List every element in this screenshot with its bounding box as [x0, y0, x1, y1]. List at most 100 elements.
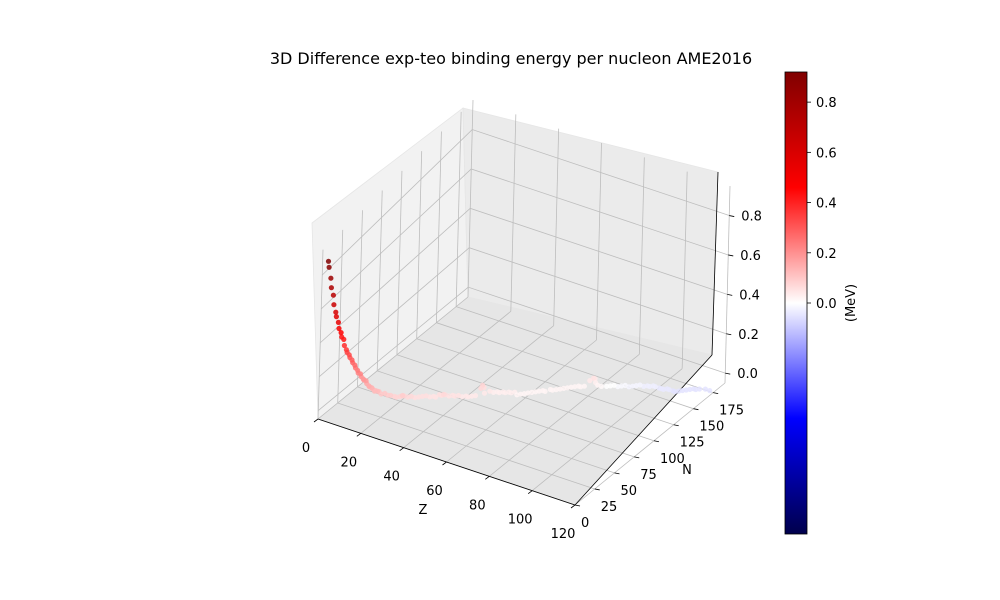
data-point — [587, 378, 593, 384]
x-grid-line — [446, 339, 597, 463]
colorbar-tick-label: 0.2 — [816, 247, 837, 262]
y-tick-label: 25 — [601, 500, 618, 515]
y-tick-label: 175 — [719, 404, 744, 419]
colorbar-ticks: 0.0 0.2 0.4 0.6 0.8 — [807, 96, 837, 312]
x-grid-line-back — [467, 99, 474, 298]
data-point — [595, 382, 601, 388]
y-grid-line — [337, 402, 595, 490]
y-axis-label: N — [682, 463, 692, 478]
data-point — [481, 390, 488, 396]
colorbar-tick-label: 0.6 — [816, 146, 837, 161]
z-tick-label: 0.4 — [739, 288, 760, 303]
x-grid-line-back — [596, 142, 602, 341]
x-grid-line — [403, 325, 554, 448]
colorbar-label: (MeV) — [844, 284, 859, 322]
x-axis-label: Z — [419, 503, 428, 518]
data-point — [326, 264, 332, 270]
plot-3d-axes: 02040608010012002550751001251501750.00.2… — [302, 99, 762, 542]
z-tick-mark — [729, 215, 735, 217]
y-grid-line — [396, 354, 655, 442]
data-point — [366, 383, 372, 389]
data-point — [335, 319, 341, 325]
data-point — [666, 387, 672, 393]
data-point — [707, 388, 713, 394]
x-grid-line-back — [510, 114, 517, 312]
data-point — [672, 389, 678, 395]
data-point — [331, 302, 337, 308]
x-tick-mark — [313, 418, 319, 423]
z-tick-mark — [727, 293, 733, 296]
x-grid-line-back — [724, 185, 731, 384]
data-point — [514, 392, 520, 398]
data-point — [542, 388, 548, 394]
x-tick-label: 60 — [426, 484, 443, 499]
y-grid-line — [377, 370, 635, 458]
data-point — [328, 275, 334, 281]
data-point — [330, 292, 336, 298]
x-tick-mark — [356, 433, 362, 437]
y-grid-line-back — [436, 131, 442, 323]
data-point — [341, 342, 347, 349]
data-point — [607, 383, 614, 389]
data-point — [433, 394, 439, 400]
y-tick-label: 75 — [640, 468, 657, 483]
data-point — [341, 336, 347, 342]
data-point — [393, 394, 399, 400]
x-tick-label: 100 — [508, 513, 533, 528]
y-grid-line — [436, 322, 694, 410]
data-point — [702, 386, 709, 392]
x-tick-label: 40 — [383, 470, 400, 485]
data-point — [325, 258, 332, 264]
data-points — [325, 258, 713, 401]
y-tick-mark — [594, 488, 600, 491]
x-grid-line — [317, 296, 469, 420]
z-grid-line — [318, 247, 727, 377]
y-grid-line — [416, 338, 674, 426]
y-grid-line-back — [357, 210, 363, 387]
y-tick-mark — [614, 472, 620, 475]
z-tick-mark — [728, 254, 734, 257]
data-point — [604, 383, 610, 389]
x-tick-mark — [570, 504, 576, 509]
data-point — [487, 388, 493, 394]
data-point — [352, 362, 358, 368]
z-grid-line — [321, 129, 730, 276]
z-grid-line — [319, 207, 728, 344]
data-point — [647, 383, 653, 390]
x-tick-mark — [527, 490, 533, 494]
data-point — [693, 386, 699, 393]
colorbar: 0.0 0.2 0.4 0.6 0.8 (MeV) — [784, 71, 859, 535]
y-grid-line-back — [317, 249, 324, 420]
data-point — [399, 392, 405, 399]
data-point — [452, 393, 458, 399]
x-tick-label: 20 — [341, 455, 358, 470]
y-tick-mark — [574, 504, 581, 507]
y-tick-mark — [673, 424, 679, 427]
y-tick-label: 125 — [680, 436, 705, 451]
y-grid-line-back — [455, 111, 462, 307]
data-point — [591, 375, 597, 381]
y-tick-mark — [693, 408, 699, 411]
data-point — [378, 391, 384, 397]
data-point — [336, 325, 342, 332]
data-point — [478, 385, 484, 391]
data-point — [343, 347, 349, 353]
x-tick-mark — [485, 476, 490, 480]
z-tick-label: 0.0 — [737, 367, 758, 382]
y-tick-label: 100 — [660, 452, 685, 467]
tick-marks-and-labels: 02040608010012002550751001251501750.00.2… — [302, 210, 762, 542]
data-point — [660, 386, 667, 392]
data-point — [578, 384, 584, 390]
data-point — [652, 384, 659, 390]
y-tick-label: 0 — [581, 516, 589, 531]
x-grid-line — [489, 354, 640, 477]
y-tick-mark — [653, 440, 660, 443]
z-tick-label: 0.6 — [740, 249, 761, 264]
colorbar-tick-label: 0.8 — [816, 96, 837, 111]
data-point — [333, 309, 339, 315]
z-grid-line — [317, 286, 726, 411]
data-point — [338, 330, 344, 336]
x-tick-label: 80 — [469, 498, 486, 513]
z-tick-label: 0.2 — [738, 328, 759, 343]
colorbar-gradient — [784, 71, 808, 535]
